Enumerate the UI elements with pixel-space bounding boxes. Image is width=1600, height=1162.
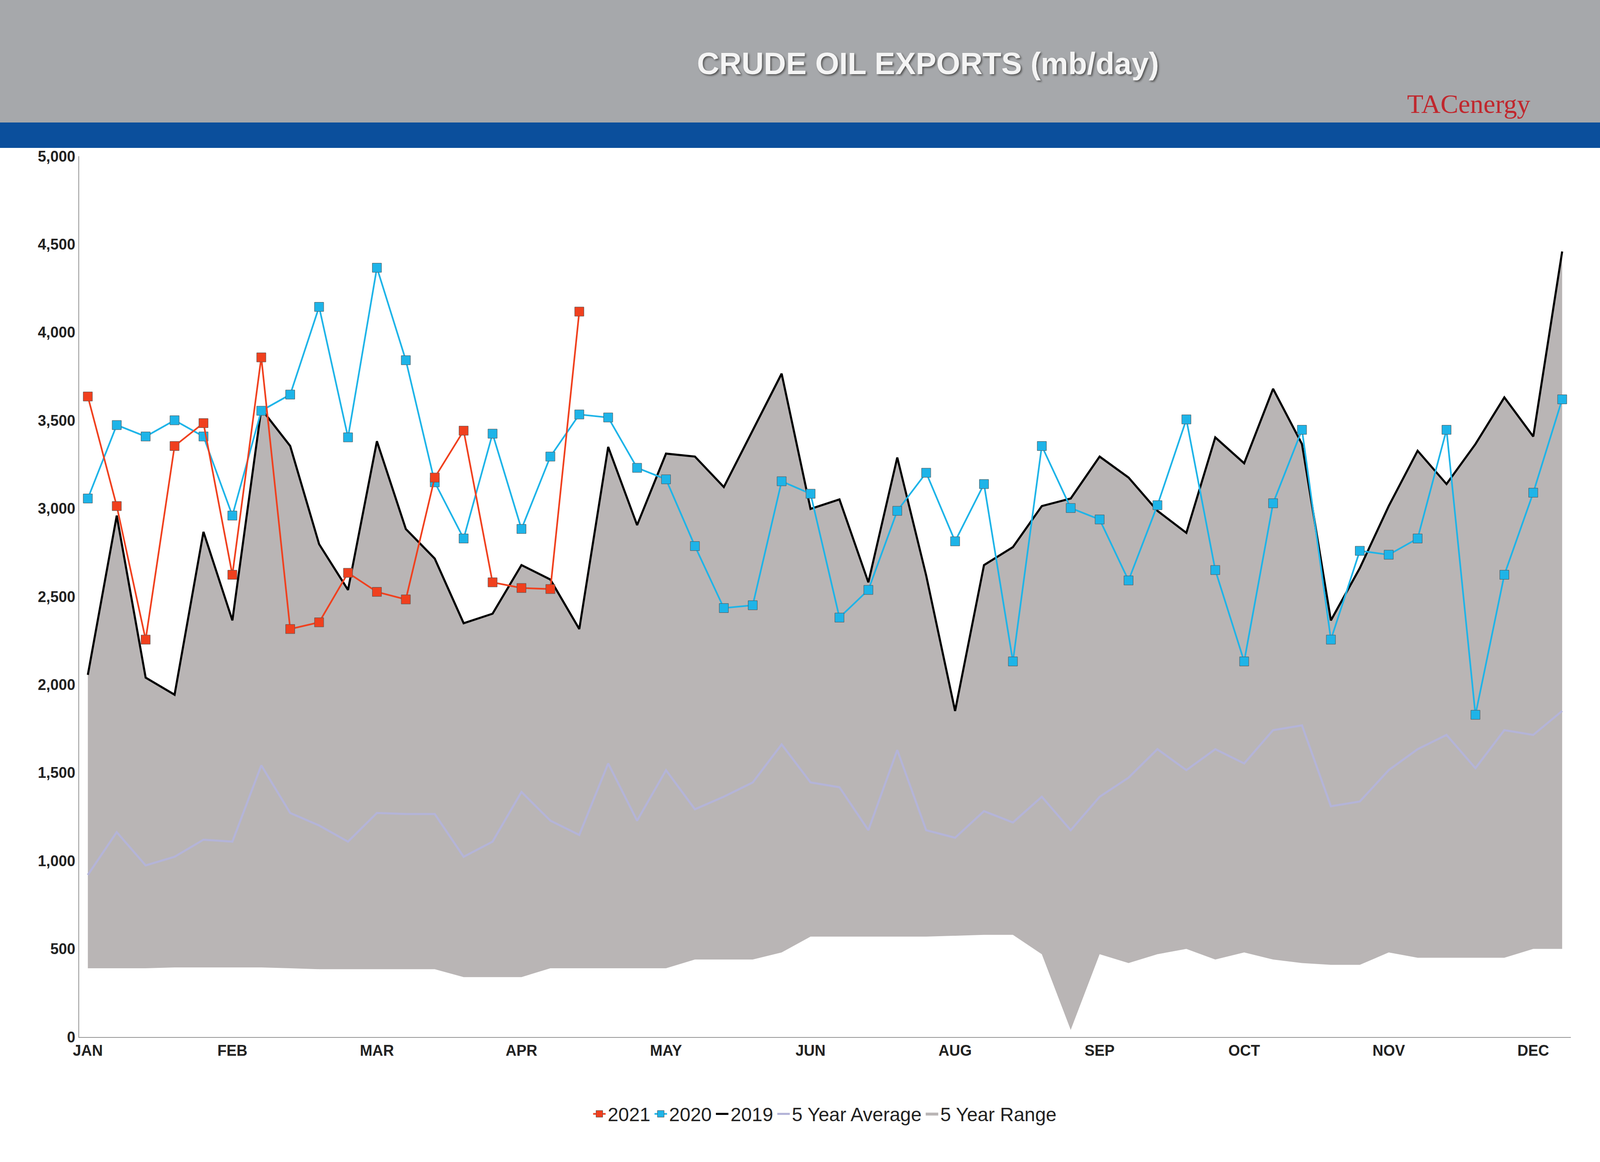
svg-text:2021: 2021	[607, 1103, 651, 1126]
svg-text:APR: APR	[505, 1042, 538, 1060]
svg-text:4,000: 4,000	[37, 323, 76, 341]
svg-text:4,500: 4,500	[37, 235, 76, 253]
svg-text:JUN: JUN	[795, 1042, 826, 1060]
svg-text:SEP: SEP	[1084, 1042, 1115, 1060]
svg-text:500: 500	[50, 940, 76, 958]
svg-text:3,000: 3,000	[37, 500, 76, 518]
svg-text:TACenergy: TACenergy	[1407, 89, 1531, 119]
svg-text:0: 0	[67, 1028, 76, 1046]
svg-text:AUG: AUG	[938, 1042, 972, 1060]
svg-text:2,500: 2,500	[37, 588, 76, 606]
svg-text:MAY: MAY	[650, 1042, 683, 1060]
svg-text:5 Year Average: 5 Year Average	[792, 1103, 922, 1126]
svg-text:2019: 2019	[730, 1103, 773, 1126]
svg-text:JAN: JAN	[72, 1042, 103, 1060]
svg-text:CRUDE OIL EXPORTS (mb/day): CRUDE OIL EXPORTS (mb/day)	[697, 46, 1160, 81]
svg-text:NOV: NOV	[1372, 1042, 1405, 1060]
svg-text:MAR: MAR	[360, 1042, 395, 1060]
svg-text:DEC: DEC	[1517, 1042, 1550, 1060]
svg-text:2,000: 2,000	[37, 676, 76, 694]
svg-text:3,500: 3,500	[37, 412, 76, 430]
svg-text:OCT: OCT	[1228, 1042, 1260, 1060]
svg-text:FEB: FEB	[217, 1042, 248, 1060]
svg-text:2020: 2020	[669, 1103, 712, 1126]
svg-text:5,000: 5,000	[37, 147, 76, 165]
svg-text:1,500: 1,500	[37, 764, 76, 782]
svg-text:5 Year Range: 5 Year Range	[940, 1103, 1057, 1126]
svg-text:1,000: 1,000	[37, 852, 76, 870]
